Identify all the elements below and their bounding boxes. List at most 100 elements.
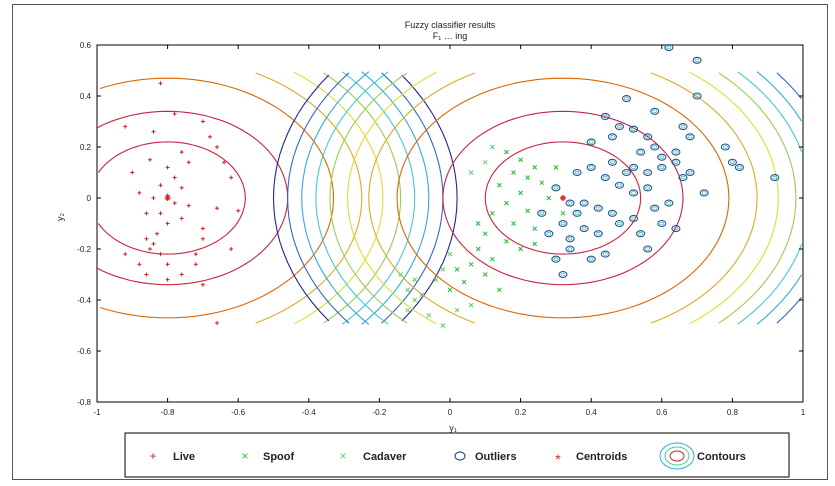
live-point xyxy=(144,211,149,216)
spoof-point xyxy=(497,287,502,293)
spoof-point xyxy=(511,221,516,226)
live-point xyxy=(215,145,220,149)
cadaver-point xyxy=(482,159,488,165)
contour-line xyxy=(301,197,370,325)
live-point xyxy=(236,208,241,213)
outliers-point xyxy=(671,158,681,166)
legend-item-outliers: Outliers xyxy=(454,451,517,463)
live-point xyxy=(165,221,170,226)
live-point xyxy=(144,236,149,241)
contour-line xyxy=(315,71,389,199)
outliers-point xyxy=(685,133,695,141)
live-point xyxy=(151,196,156,200)
live-point xyxy=(172,111,177,116)
contour-line xyxy=(329,197,408,324)
cadaver-point xyxy=(454,307,460,313)
cadaver-point xyxy=(468,302,474,308)
outliers-point xyxy=(671,225,681,233)
cadaver-point xyxy=(433,277,439,282)
contour-line xyxy=(776,72,802,99)
live-point xyxy=(172,201,177,206)
live-point xyxy=(222,160,227,165)
spoof-point xyxy=(518,190,523,196)
y-tick-label: -0.2 xyxy=(77,245,91,254)
outliers-point xyxy=(629,189,639,197)
outliers-point xyxy=(586,138,596,146)
cadaver-point xyxy=(426,312,432,318)
outliers-point xyxy=(621,168,632,177)
contour-line xyxy=(756,274,803,325)
spoof-point xyxy=(546,195,552,201)
scatter-chart: -1 -0.8 -0.6 -0.4 -0.2 0 0.2 0.4 0.6 0.8 1-0.8-0.6… xyxy=(55,20,806,478)
outliers-point xyxy=(650,107,660,115)
spoof-point xyxy=(475,221,481,226)
live-point xyxy=(155,231,160,236)
outliers-point xyxy=(650,204,660,212)
x-tick-label: 0 xyxy=(448,408,453,417)
outliers-point xyxy=(607,133,617,141)
outliers-point xyxy=(621,95,632,103)
y-tick-label: 0.6 xyxy=(80,41,92,50)
live-point xyxy=(130,170,135,175)
live-point xyxy=(123,252,128,257)
cadaver-point xyxy=(490,144,495,150)
outliers-point xyxy=(593,204,603,212)
outliers-point xyxy=(565,199,575,207)
outliers-point xyxy=(593,230,603,238)
outliers-point xyxy=(727,158,737,166)
x-tick-label: 0.2 xyxy=(515,408,527,417)
live-point xyxy=(137,190,142,195)
contour-line xyxy=(301,71,370,199)
live-point xyxy=(179,272,184,277)
outliers-point xyxy=(544,230,554,238)
spoof-point xyxy=(518,246,523,252)
outliers-point xyxy=(586,163,596,171)
legend-label-spoof: Spoof xyxy=(263,451,294,463)
y-tick-label: 0 xyxy=(87,194,92,203)
live-point xyxy=(158,81,163,86)
live-point xyxy=(179,216,184,221)
outliers-point xyxy=(685,168,695,177)
contour-icon xyxy=(659,442,695,470)
spoof-point xyxy=(511,170,516,175)
spoof-point xyxy=(504,238,509,244)
outliers-point xyxy=(537,209,547,217)
ticks-layer: -1 -0.8 -0.6 -0.4 -0.2 0 0.2 0.4 0.6 0.8 1-0.8-0.6… xyxy=(77,41,806,417)
live-point xyxy=(215,206,220,211)
spoof-point xyxy=(447,287,453,293)
contour-line xyxy=(99,77,335,319)
outliers-point xyxy=(572,168,582,177)
live-point xyxy=(123,124,128,129)
legend: + Live × Spoof × Cadaver Outliers * Cent… xyxy=(124,432,790,478)
outliers-point xyxy=(586,255,596,263)
spoof-point xyxy=(532,226,538,231)
outliers-point xyxy=(629,125,639,133)
legend-label-cadaver: Cadaver xyxy=(363,451,407,463)
contour-line xyxy=(650,72,758,324)
x-tick-label: -0.6 xyxy=(231,408,245,417)
outliers-point xyxy=(607,209,617,217)
outliers-point xyxy=(699,189,709,197)
contour-line xyxy=(401,74,458,322)
contour-line xyxy=(347,71,437,199)
live-point xyxy=(207,134,212,139)
outliers-point xyxy=(657,153,667,161)
spoof-point xyxy=(532,165,538,170)
outliers-point xyxy=(600,112,610,120)
outliers-point xyxy=(643,133,653,141)
x-tick-label: 0.4 xyxy=(586,408,598,417)
live-point xyxy=(200,236,205,241)
outliers-point xyxy=(572,209,582,217)
outliers-point xyxy=(565,245,575,253)
live-point xyxy=(200,119,205,124)
centroids-point xyxy=(559,195,566,201)
cadaver-point xyxy=(412,297,418,303)
legend-symbol-live: + xyxy=(149,449,156,463)
outliers-point xyxy=(614,123,624,131)
x-tick-label: 0.8 xyxy=(727,408,739,417)
contour-line xyxy=(347,197,437,325)
x-tick-label: 1 xyxy=(801,408,806,417)
contour-line xyxy=(737,243,803,325)
live-point xyxy=(147,157,152,162)
live-point xyxy=(179,185,184,190)
